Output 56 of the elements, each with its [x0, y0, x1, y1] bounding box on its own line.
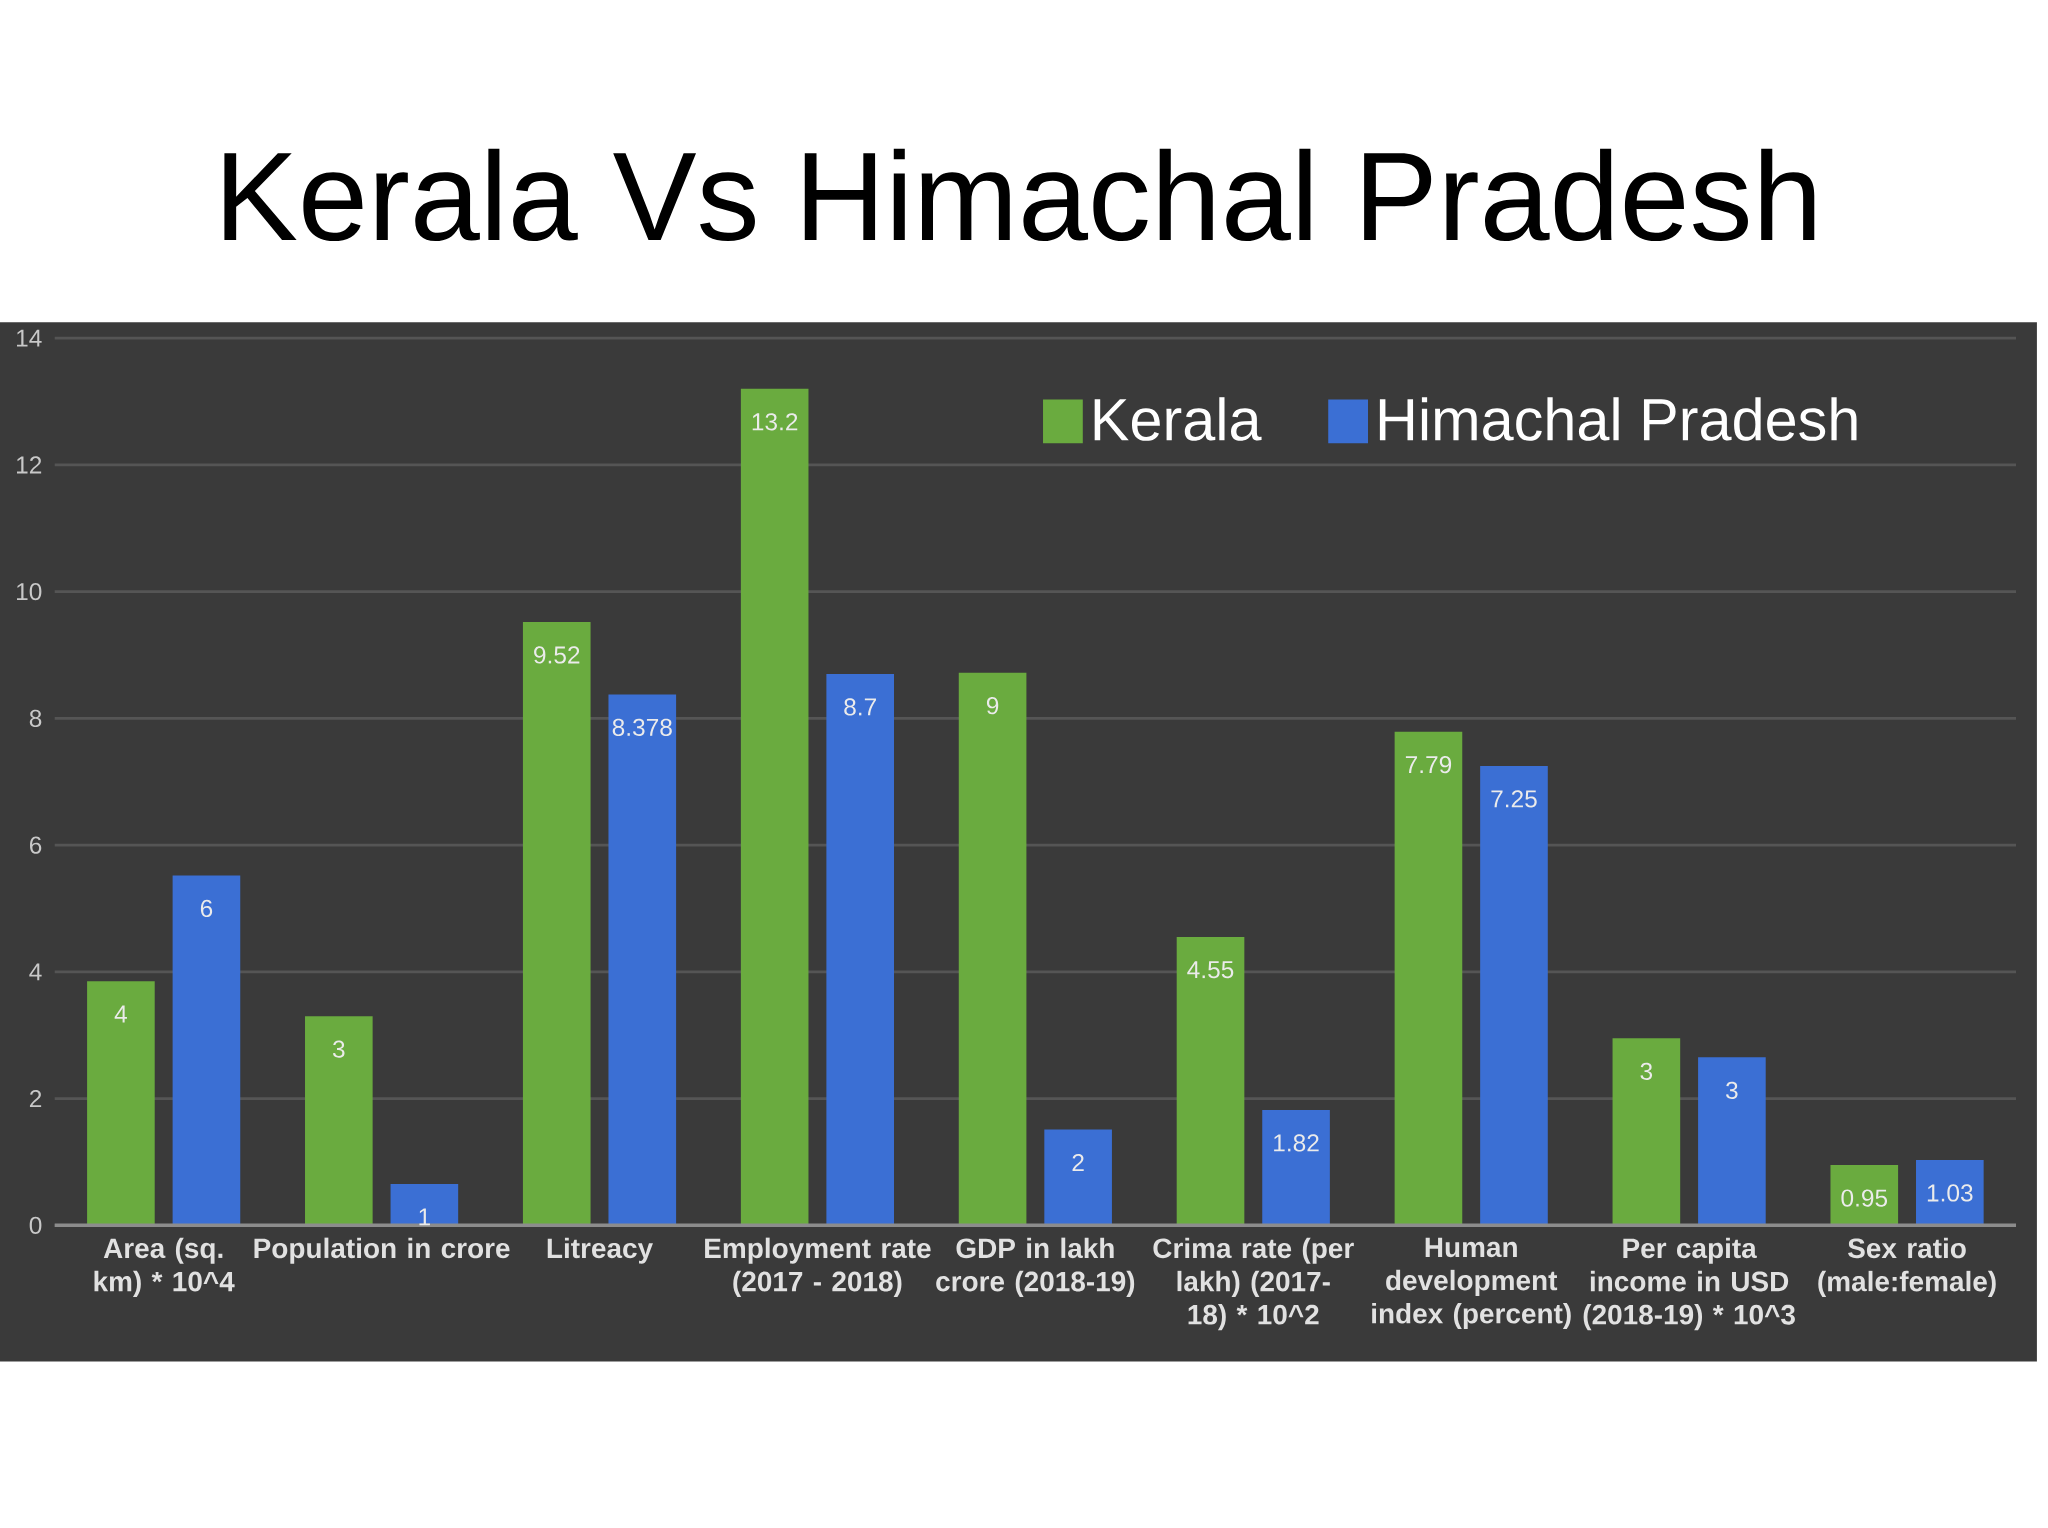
bar — [390, 1184, 459, 1226]
bar — [305, 1016, 373, 1226]
y-tick-label: 0 — [29, 1216, 42, 1235]
data-label: 1 — [419, 1208, 430, 1226]
y-tick-label: 8 — [29, 709, 42, 728]
y-tick-label: 12 — [17, 456, 42, 474]
data-label: 7.79 — [1405, 756, 1452, 774]
chart-title: Kerala Vs Himachal Pradesh — [224, 148, 1815, 242]
x-tick-label: Human development index (percent) — [1372, 1237, 1571, 1330]
x-tick-label: Population in crore — [254, 1237, 510, 1264]
data-label: 6 — [200, 900, 213, 918]
y-tick-label: 6 — [30, 836, 42, 854]
legend-label: Kerala — [1094, 397, 1262, 442]
bar — [1612, 1038, 1681, 1226]
data-label: 8.7 — [844, 698, 876, 716]
y-tick-label: 2 — [29, 1090, 42, 1108]
x-tick-label: Sex ratio (male:female) — [1818, 1237, 1996, 1298]
data-label: 3 — [332, 1040, 345, 1058]
bar — [522, 622, 591, 1226]
data-label: 7.25 — [1491, 790, 1537, 808]
data-label: 2 — [1072, 1154, 1084, 1172]
bar — [740, 389, 809, 1226]
bar — [1830, 1165, 1899, 1226]
data-label: 9 — [986, 697, 999, 715]
data-label: 4.55 — [1187, 961, 1234, 979]
bar — [826, 674, 895, 1226]
data-label: 13.2 — [752, 413, 798, 431]
bar — [1480, 766, 1548, 1226]
bar — [608, 694, 677, 1226]
x-tick-label: Litreacy — [547, 1237, 653, 1264]
bar — [1262, 1110, 1330, 1226]
y-tick-label: 10 — [17, 583, 42, 601]
x-tick-label: GDP in lakh crore (2018-19) — [936, 1237, 1135, 1298]
bar — [1916, 1160, 1984, 1226]
y-tick-label: 4 — [29, 963, 42, 981]
bar — [87, 981, 155, 1226]
y-tick-label: 14 — [17, 329, 42, 347]
bar — [958, 672, 1027, 1226]
data-label: 3 — [1640, 1062, 1653, 1081]
x-tick-label: Crima rate (per lakh) (2017-18) * 10^2 — [1153, 1237, 1354, 1331]
bar — [1176, 937, 1245, 1226]
bar — [1394, 731, 1463, 1226]
data-label: 9.52 — [534, 646, 580, 664]
data-label: 1.03 — [1927, 1184, 1973, 1202]
data-label: 0.95 — [1841, 1189, 1888, 1207]
bar — [172, 875, 241, 1226]
legend-label: Himachal Pradesh — [1379, 397, 1857, 442]
x-tick-label: Area (sq. km) * 10^4 — [94, 1237, 235, 1298]
data-label: 3 — [1726, 1081, 1738, 1100]
x-tick-label: Employment rate (2017 - 2018) — [705, 1237, 931, 1298]
bar — [1698, 1057, 1766, 1226]
data-label: 8.378 — [612, 718, 672, 737]
x-tick-label: Per capita income in USD (2018-19) * 10^3 — [1583, 1237, 1795, 1331]
data-label: 4 — [114, 1005, 127, 1023]
data-label: 1.82 — [1274, 1134, 1319, 1152]
bar — [1044, 1129, 1112, 1226]
